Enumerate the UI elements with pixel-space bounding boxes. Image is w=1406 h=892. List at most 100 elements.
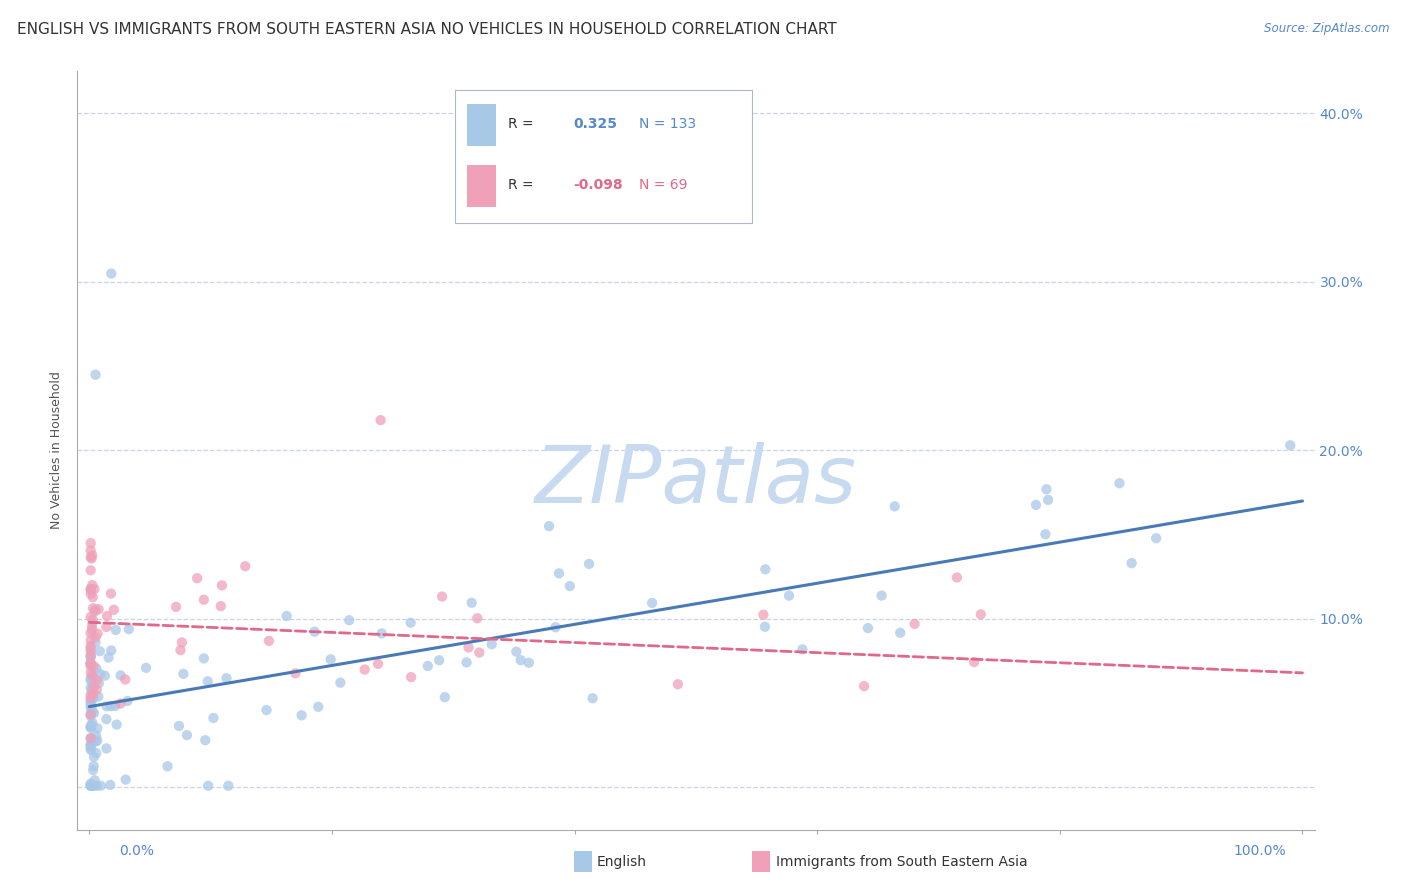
Point [80,620,103,634]
Point [80,648,103,662]
Point [96,609,118,624]
Point [84,368,107,382]
Point [80,700,103,714]
Point [84,734,107,748]
Point [79,659,101,673]
Point [96,712,118,726]
Point [80,587,103,601]
Point [752,607,775,622]
Point [370,626,392,640]
Point [79,610,101,624]
Point [79,650,101,665]
Point [82,615,104,630]
Point [276,609,298,624]
Point [84,729,107,743]
Point [215,671,238,685]
Point [80,779,103,793]
Point [89,644,111,658]
Point [337,613,360,627]
Point [97,650,120,665]
Point [80,683,103,698]
Point [79,707,101,722]
Point [79,656,101,670]
Point [83,582,105,596]
Point [544,620,567,634]
Point [83,773,105,788]
Point [399,670,422,684]
Point [548,566,571,581]
Point [82,763,104,777]
Point [1025,498,1047,512]
Point [83,779,105,793]
Point [79,779,101,793]
Point [117,694,139,708]
Point [329,675,352,690]
Point [666,677,689,691]
Point [79,698,101,712]
Point [79,536,101,550]
Point [416,659,439,673]
Point [79,731,101,746]
Point [433,690,456,705]
Point [86,779,108,793]
Text: 0.0%: 0.0% [120,844,155,858]
Point [82,578,104,592]
Point [79,665,101,680]
Text: Source: ZipAtlas.com: Source: ZipAtlas.com [1264,22,1389,36]
Point [79,688,101,702]
Point [86,721,108,735]
Point [79,708,101,723]
Point [641,596,664,610]
Point [304,624,326,639]
Point [82,549,104,563]
Point [80,743,103,757]
Point [193,651,215,665]
Point [79,641,101,656]
Point [100,699,122,714]
Point [319,652,342,666]
Point [465,611,488,625]
Point [172,666,194,681]
Point [84,602,107,616]
Point [80,718,103,732]
Point [114,772,136,787]
Point [889,625,911,640]
Point [1144,531,1167,545]
Point [80,682,103,697]
Point [79,690,101,705]
Text: ZIPatlas: ZIPatlas [534,442,858,520]
Point [79,721,101,735]
Point [79,657,101,671]
Point [209,599,232,614]
Point [856,621,879,635]
Point [370,413,392,427]
Point [79,626,101,640]
Point [367,657,389,671]
Point [82,715,104,730]
Point [82,590,104,604]
Point [80,582,103,597]
Point [257,633,280,648]
Point [1035,527,1057,541]
Point [1108,476,1130,491]
Point [82,687,104,701]
Point [256,703,278,717]
Point [94,668,117,682]
Point [430,590,453,604]
Y-axis label: No Vehicles in Household: No Vehicles in Household [51,372,63,529]
Point [87,676,110,690]
Point [82,736,104,750]
Point [86,626,108,640]
Point [217,779,239,793]
Point [79,543,101,558]
Point [100,267,122,281]
Point [79,720,101,734]
Point [284,666,307,681]
Point [457,640,479,655]
Point [79,671,101,685]
Point [538,519,561,533]
Point [509,653,531,667]
Point [167,719,190,733]
Point [1121,556,1143,570]
Point [1279,438,1302,452]
